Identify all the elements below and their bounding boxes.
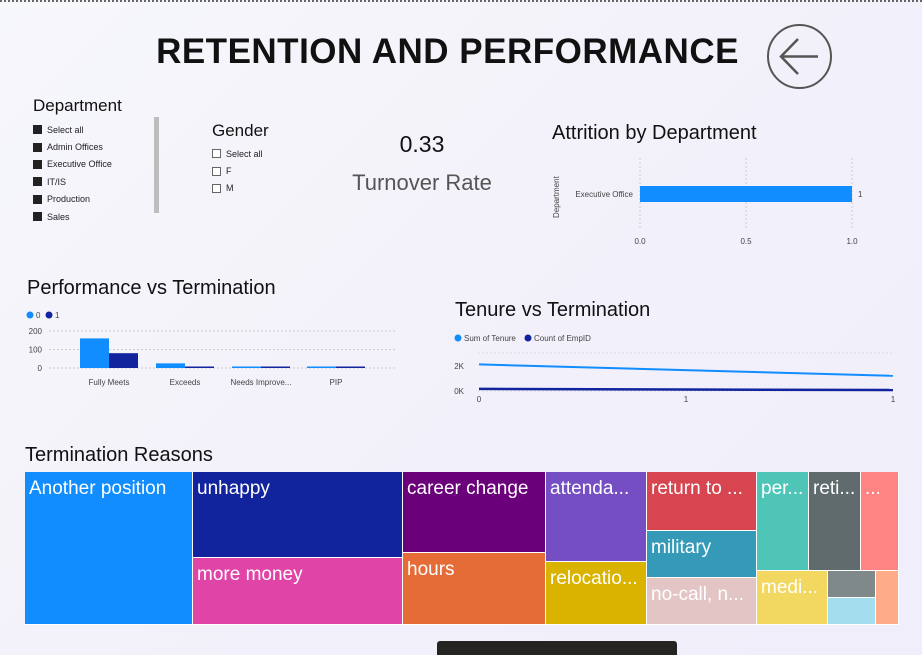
checkbox-filled-icon[interactable] bbox=[33, 125, 42, 135]
treemap-tile-another-position[interactable]: Another position bbox=[25, 472, 193, 625]
treemap-tile-small-orange[interactable] bbox=[876, 571, 899, 625]
tenure-y-tick: 2K bbox=[454, 362, 464, 371]
legend-dot-sum-of-tenure bbox=[454, 334, 462, 342]
attrition-chart-title: Attrition by Department bbox=[552, 122, 757, 144]
gender-slicer-title: Gender bbox=[212, 121, 269, 140]
treemap-tile-personal[interactable]: per... bbox=[757, 472, 809, 571]
performance-bar-series-1[interactable] bbox=[185, 366, 214, 369]
tenure-x-tick: 0 bbox=[477, 395, 482, 404]
treemap-tile-attendance[interactable]: attenda... bbox=[546, 472, 647, 562]
tenure-x-tick: 1 bbox=[891, 395, 896, 404]
legend-dot-count-of-empid bbox=[524, 334, 532, 342]
checkbox-empty-icon[interactable] bbox=[212, 149, 221, 159]
department-option-executive-office[interactable]: Executive Office bbox=[33, 156, 112, 173]
legend-label-0: 0 bbox=[36, 311, 41, 320]
treemap-tile-retirement[interactable]: reti... bbox=[809, 472, 861, 571]
legend-dot-0 bbox=[26, 311, 34, 319]
treemap-tile-medical[interactable]: medi... bbox=[757, 571, 828, 625]
attrition-y-axis-label: Department bbox=[552, 175, 561, 218]
treemap-tile-more-money[interactable]: more money bbox=[193, 558, 403, 625]
performance-x-tick: Fully Meets bbox=[89, 378, 130, 387]
attrition-bar[interactable] bbox=[640, 186, 852, 202]
top-border bbox=[0, 0, 922, 2]
treemap-tile-no-call[interactable]: no-call, n... bbox=[647, 578, 757, 625]
tenure-x-tick: 1 bbox=[684, 395, 689, 404]
treemap-tile-return-to[interactable]: return to ... bbox=[647, 472, 757, 531]
performance-chart: 0 1 200 100 0 Fully Meets Exceeds Needs … bbox=[26, 311, 397, 387]
back-button[interactable] bbox=[767, 24, 832, 89]
department-option-production[interactable]: Production bbox=[33, 191, 112, 208]
department-option-select-all[interactable]: Select all bbox=[33, 121, 112, 138]
department-slicer: Select all Admin Offices Executive Offic… bbox=[33, 121, 112, 225]
legend-label-count-of-empid: Count of EmpID bbox=[534, 334, 591, 343]
page-title: RETENTION AND PERFORMANCE bbox=[156, 32, 739, 71]
treemap-tile-military[interactable]: military bbox=[647, 531, 757, 578]
turnover-rate-value: 0.33 bbox=[399, 131, 445, 157]
checkbox-filled-icon[interactable] bbox=[33, 177, 42, 187]
treemap-tile-small-gray[interactable] bbox=[828, 571, 876, 598]
performance-y-tick: 200 bbox=[29, 327, 43, 336]
performance-y-tick: 0 bbox=[38, 364, 43, 373]
gender-slicer: Select all F M bbox=[212, 145, 263, 197]
attrition-category-label: Executive Office bbox=[575, 190, 633, 199]
department-option-itis[interactable]: IT/IS bbox=[33, 173, 112, 190]
tenure-y-tick: 0K bbox=[454, 387, 464, 396]
checkbox-empty-icon[interactable] bbox=[212, 166, 221, 176]
tenure-line-count-of-empid[interactable] bbox=[478, 387, 894, 392]
performance-bar-series-0[interactable] bbox=[156, 363, 185, 368]
performance-bar-series-1[interactable] bbox=[109, 353, 138, 368]
treemap-tile-career-change[interactable]: career change bbox=[403, 472, 546, 553]
attrition-x-tick: 1.0 bbox=[846, 237, 858, 246]
department-option-admin-offices[interactable]: Admin Offices bbox=[33, 138, 112, 155]
treemap-tile-unhappy[interactable]: unhappy bbox=[193, 472, 403, 558]
turnover-rate-label: Turnover Rate bbox=[352, 170, 492, 195]
performance-bar-series-0[interactable] bbox=[307, 366, 336, 369]
tenure-chart: Sum of Tenure Count of EmpID 2K 0K 0 1 1 bbox=[454, 334, 896, 404]
performance-bar-series-1[interactable] bbox=[336, 366, 365, 369]
attrition-x-tick: 0.5 bbox=[740, 237, 752, 246]
gender-option-select-all[interactable]: Select all bbox=[212, 145, 263, 162]
checkbox-filled-icon[interactable] bbox=[33, 212, 42, 222]
performance-chart-title: Performance vs Termination bbox=[27, 277, 276, 299]
performance-x-tick: PIP bbox=[330, 378, 343, 387]
checkbox-filled-icon[interactable] bbox=[33, 159, 42, 169]
treemap-tile-hours[interactable]: hours bbox=[403, 553, 546, 625]
checkbox-filled-icon[interactable] bbox=[33, 142, 42, 152]
legend-dot-1 bbox=[45, 311, 53, 319]
legend-label-sum-of-tenure: Sum of Tenure bbox=[464, 334, 516, 343]
attrition-chart: Department Executive Office 1 0.0 0.5 1.… bbox=[552, 158, 863, 246]
performance-bar-series-0[interactable] bbox=[80, 338, 109, 368]
treemap-tile-relocation[interactable]: relocatio... bbox=[546, 562, 647, 625]
bottom-toolbar[interactable] bbox=[437, 641, 677, 655]
treemap-tile-small-blue[interactable] bbox=[828, 598, 876, 625]
performance-x-tick: Needs Improve... bbox=[231, 378, 292, 387]
attrition-x-tick: 0.0 bbox=[634, 237, 646, 246]
performance-x-tick: Exceeds bbox=[170, 378, 201, 387]
gender-option-m[interactable]: M bbox=[212, 180, 263, 197]
treemap-title: Termination Reasons bbox=[25, 444, 213, 466]
legend-label-1: 1 bbox=[55, 311, 60, 320]
gender-option-f[interactable]: F bbox=[212, 162, 263, 179]
checkbox-filled-icon[interactable] bbox=[33, 194, 42, 204]
arrow-left-icon bbox=[779, 38, 818, 75]
department-scrollbar[interactable] bbox=[154, 117, 159, 213]
performance-bar-series-0[interactable] bbox=[232, 366, 261, 369]
performance-y-tick: 100 bbox=[29, 346, 43, 355]
tenure-chart-title: Tenure vs Termination bbox=[455, 299, 651, 321]
attrition-data-label: 1 bbox=[858, 190, 863, 199]
performance-bar-series-1[interactable] bbox=[261, 366, 290, 369]
tenure-line-sum-of-tenure[interactable] bbox=[478, 363, 894, 377]
treemap-tile-other[interactable]: ... bbox=[861, 472, 899, 571]
checkbox-empty-icon[interactable] bbox=[212, 183, 221, 193]
department-option-sales[interactable]: Sales bbox=[33, 208, 112, 225]
department-slicer-title: Department bbox=[33, 96, 122, 115]
